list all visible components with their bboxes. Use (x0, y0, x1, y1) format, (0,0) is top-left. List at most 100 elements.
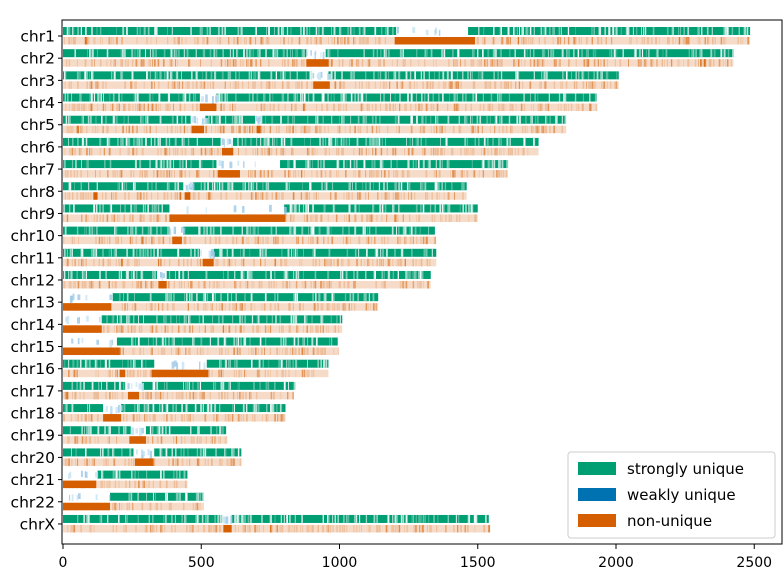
nonunique-tick (271, 147, 273, 156)
streak-mark (446, 160, 449, 169)
streak-mark (98, 93, 101, 102)
nonunique-tick (336, 214, 338, 222)
streak-mark (187, 448, 189, 457)
streak-mark (403, 49, 404, 58)
streak-mark (710, 49, 713, 58)
nonunique-tick (493, 37, 496, 45)
nonunique-tick (120, 59, 122, 67)
streak-mark (287, 160, 288, 169)
nonunique-tick (382, 258, 384, 267)
streak-mark (169, 160, 171, 169)
streak-mark (76, 226, 79, 235)
nonunique-tick (265, 325, 267, 333)
streak-mark (130, 204, 133, 213)
streak-mark (259, 137, 262, 146)
nonunique-tick (139, 347, 141, 356)
streak-mark (235, 93, 237, 102)
streak-mark (152, 270, 155, 279)
nonunique-background (63, 414, 286, 422)
streak-mark (600, 71, 602, 80)
nonunique-tick (81, 103, 83, 112)
streak-mark (280, 337, 283, 346)
nonunique-tick (282, 347, 284, 356)
nonunique-tick (131, 81, 133, 89)
nonunique-tick (445, 214, 446, 222)
streak-mark (711, 27, 713, 35)
streak-mark (224, 93, 226, 102)
nonunique-tick (65, 103, 67, 112)
streak-mark (211, 426, 212, 435)
streak-mark (416, 115, 418, 124)
streak-mark (279, 404, 282, 413)
nonunique-tick (197, 37, 200, 45)
streak-mark (250, 359, 253, 368)
streak-mark (326, 226, 328, 235)
nonunique-tick (268, 59, 270, 67)
nonunique-tick (603, 81, 606, 89)
nonunique-tick (251, 37, 253, 45)
nonunique-tick (86, 125, 88, 134)
nonunique-tick (231, 258, 233, 267)
streak-mark (334, 137, 337, 146)
nonunique-tick (211, 192, 213, 200)
nonunique-tick (146, 280, 148, 289)
streak-mark (394, 71, 397, 80)
nonunique-tick (143, 480, 146, 489)
nonunique-tick (277, 103, 280, 112)
nonunique-tick (252, 325, 253, 333)
streak-mark (238, 381, 240, 390)
streak-mark (126, 27, 128, 35)
streak-mark (215, 448, 217, 457)
streak-mark (292, 315, 295, 324)
nonunique-tick (71, 236, 74, 245)
nonunique-tick (308, 192, 311, 200)
nonunique-tick (180, 147, 182, 156)
nonunique-tick (224, 436, 226, 444)
nonunique-tick (129, 236, 132, 245)
nonunique-tick (330, 280, 332, 289)
streak-mark (410, 226, 412, 235)
nonunique-tick (95, 81, 97, 89)
streak-mark (406, 270, 408, 279)
nonunique-tick (418, 103, 420, 112)
nonunique-tick (145, 280, 147, 289)
streak-mark (362, 226, 365, 235)
nonunique-tick (722, 59, 724, 67)
nonunique-tick (489, 81, 491, 89)
streak-mark (76, 71, 79, 80)
nonunique-tick (132, 347, 134, 356)
nonunique-tick (288, 170, 290, 178)
streak-mark (252, 49, 254, 58)
nonunique-tick (132, 214, 134, 222)
nonunique-tick (333, 258, 335, 267)
streak-mark (134, 137, 136, 146)
streak-mark (204, 182, 206, 191)
nonunique-tick (184, 147, 187, 156)
nonunique-block (119, 369, 126, 378)
streak-mark (84, 226, 86, 235)
nonunique-tick (484, 59, 486, 67)
streak-mark (518, 115, 521, 124)
nonunique-tick (85, 192, 87, 200)
streak-mark (203, 448, 205, 457)
nonunique-tick (522, 81, 524, 89)
streak-mark (244, 337, 247, 346)
nonunique-tick (280, 391, 282, 400)
nonunique-tick (87, 214, 89, 222)
nonunique-block (127, 391, 140, 400)
streak-mark (146, 137, 147, 146)
nonunique-tick (77, 280, 80, 289)
streak-mark (435, 182, 438, 191)
chromosome-chr19 (63, 426, 228, 444)
nonunique-tick (214, 280, 216, 289)
nonunique-tick (140, 369, 142, 378)
streak-mark (91, 226, 93, 235)
nonunique-tick (171, 347, 173, 356)
streak-mark (308, 93, 310, 102)
nonunique-tick (712, 37, 714, 45)
nonunique-tick (164, 147, 166, 156)
streak-mark (274, 49, 277, 58)
streak-mark (253, 226, 255, 235)
nonunique-tick (384, 236, 385, 245)
nonunique-tick (106, 125, 108, 134)
